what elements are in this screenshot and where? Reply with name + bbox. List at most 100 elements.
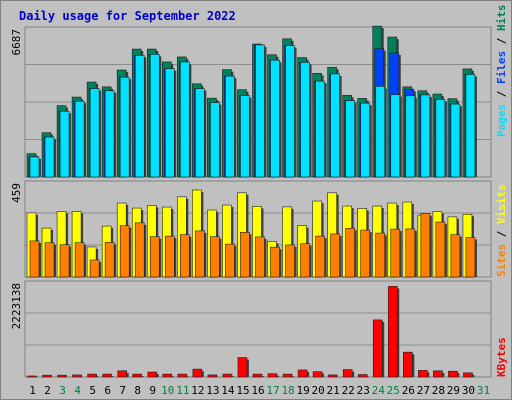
day-label: 8 bbox=[134, 384, 141, 397]
sites-bar bbox=[345, 227, 355, 278]
y-max-label: 459 bbox=[10, 183, 23, 203]
pages-bar bbox=[390, 94, 401, 178]
sites-bar bbox=[255, 236, 265, 278]
legend-hits: Pages / Files / Hits bbox=[495, 5, 508, 138]
pages-bar bbox=[450, 103, 461, 178]
legend-hits-separator: / bbox=[495, 84, 508, 104]
day-label: 23 bbox=[357, 384, 370, 397]
day-label: 1 bbox=[29, 384, 36, 397]
kbytes-bar bbox=[372, 319, 383, 378]
legend-visits-entry: Visits bbox=[495, 184, 508, 224]
sites-bar bbox=[270, 246, 280, 278]
kbytes-bar bbox=[418, 370, 428, 378]
day-label: 13 bbox=[206, 384, 219, 397]
pages-bar bbox=[420, 94, 431, 178]
day-label: 28 bbox=[432, 384, 445, 397]
sites-bar bbox=[89, 259, 100, 278]
pages-bar bbox=[300, 62, 310, 178]
kbytes-bar bbox=[27, 375, 37, 378]
legend-hits-entry: Hits bbox=[495, 5, 508, 32]
day-label: 7 bbox=[119, 384, 126, 397]
pages-bar bbox=[89, 88, 100, 178]
pages-bar bbox=[315, 80, 325, 178]
pages-bar bbox=[134, 55, 145, 178]
kbytes-bar bbox=[312, 371, 323, 378]
kbytes-bar bbox=[132, 373, 143, 378]
day-label: 31 bbox=[477, 384, 490, 397]
sites-bar bbox=[465, 237, 476, 278]
sites-bar bbox=[390, 228, 401, 278]
day-label: 18 bbox=[281, 384, 294, 397]
day-label: 21 bbox=[327, 384, 340, 397]
y-max-label: 6687 bbox=[10, 29, 23, 56]
kbytes-bar bbox=[72, 374, 82, 378]
day-label: 4 bbox=[74, 384, 81, 397]
kbytes-bar bbox=[177, 373, 188, 378]
pages-bar bbox=[330, 73, 340, 178]
day-label: 16 bbox=[251, 384, 264, 397]
kbytes-bar bbox=[192, 368, 203, 378]
day-label: 30 bbox=[462, 384, 475, 397]
legend-hits-entry: Files bbox=[495, 51, 508, 84]
day-label: 29 bbox=[447, 384, 460, 397]
pages-bar bbox=[210, 102, 220, 178]
day-label: 10 bbox=[161, 384, 174, 397]
legend-visits: Sites / Visits bbox=[495, 184, 508, 277]
legend-visits-entry: Sites bbox=[495, 244, 508, 277]
pages-bar bbox=[74, 100, 85, 178]
sites-bar bbox=[450, 234, 461, 278]
day-label: 19 bbox=[296, 384, 309, 397]
legend-kbytes-entry: KBytes bbox=[495, 337, 508, 377]
kbytes-bar bbox=[403, 351, 413, 378]
kbytes-bar bbox=[282, 373, 293, 378]
kbytes-bar bbox=[357, 374, 368, 378]
sites-bar bbox=[375, 232, 386, 278]
pages-bar bbox=[360, 102, 371, 178]
sites-bar bbox=[285, 244, 295, 278]
sites-bar bbox=[44, 242, 55, 278]
legend-kbytes: KBytes bbox=[495, 337, 508, 377]
kbytes-bar bbox=[297, 369, 308, 378]
sites-bar bbox=[180, 234, 190, 278]
kbytes-bar bbox=[222, 373, 233, 378]
sites-bar bbox=[59, 244, 70, 278]
sites-bar bbox=[195, 230, 205, 278]
pages-bar bbox=[59, 110, 70, 178]
sites-bar bbox=[330, 233, 340, 278]
sites-bar bbox=[360, 229, 371, 278]
day-label: 14 bbox=[221, 384, 235, 397]
kbytes-bar bbox=[463, 372, 473, 378]
sites-bar bbox=[300, 243, 310, 278]
kbytes-bar bbox=[42, 374, 52, 378]
day-label: 5 bbox=[89, 384, 96, 397]
kbytes-bar bbox=[387, 286, 398, 378]
kbytes-bar bbox=[448, 370, 458, 378]
sites-bar bbox=[74, 242, 85, 278]
sites-bar bbox=[149, 236, 160, 278]
sites-bar bbox=[29, 240, 40, 278]
sites-bar bbox=[315, 235, 325, 278]
day-label: 27 bbox=[417, 384, 430, 397]
day-label: 12 bbox=[191, 384, 204, 397]
day-label: 15 bbox=[236, 384, 249, 397]
sites-bar bbox=[104, 242, 115, 278]
pages-bar bbox=[44, 136, 55, 178]
panel-3-frame bbox=[24, 280, 492, 378]
pages-bar bbox=[375, 86, 386, 178]
chart-title: Daily usage for September 2022 bbox=[19, 9, 236, 23]
y-max-label: 2223138 bbox=[10, 283, 23, 329]
legend-visits-separator: / bbox=[495, 224, 508, 244]
sites-bar bbox=[134, 222, 145, 278]
pages-bar bbox=[345, 100, 355, 178]
pages-bar bbox=[149, 53, 160, 178]
sites-bar bbox=[164, 235, 175, 278]
kbytes-bar bbox=[433, 370, 443, 378]
kbytes-bar bbox=[207, 374, 218, 378]
day-label: 2 bbox=[44, 384, 51, 397]
day-label: 24 bbox=[372, 384, 386, 397]
kbytes-bar bbox=[57, 374, 67, 378]
pages-bar bbox=[255, 44, 265, 178]
day-label: 11 bbox=[176, 384, 189, 397]
